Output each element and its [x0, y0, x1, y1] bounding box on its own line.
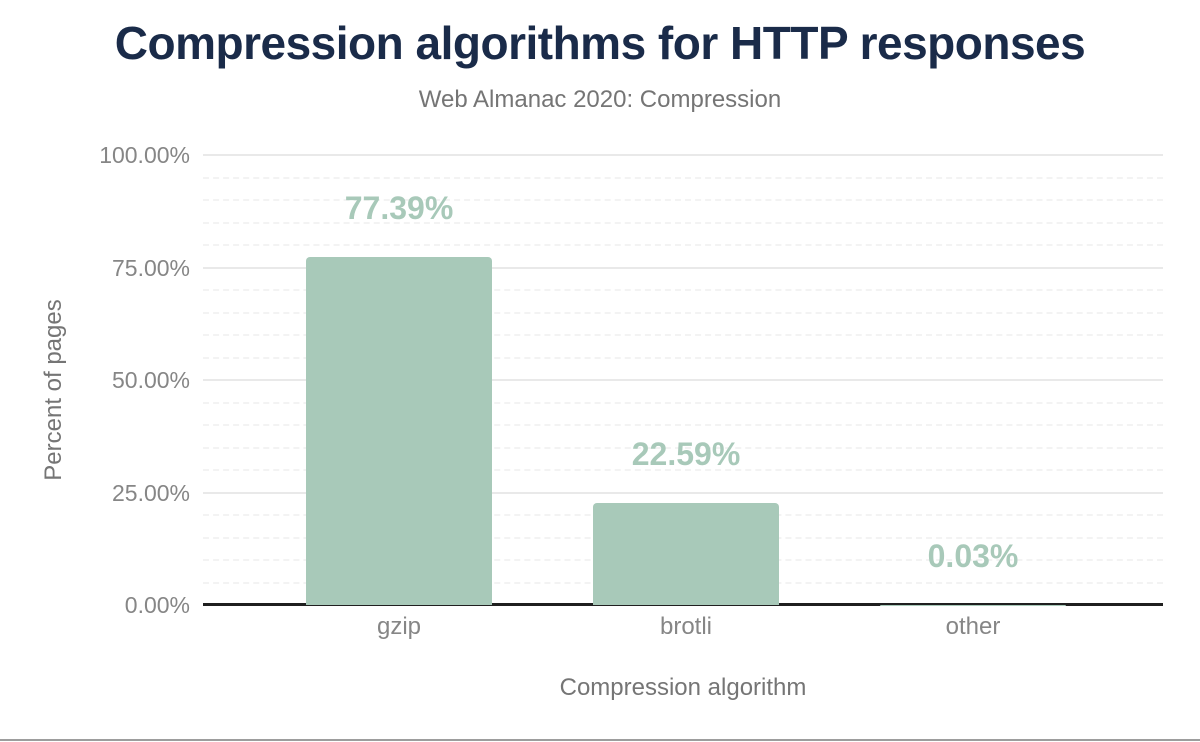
gridline-major [203, 491, 1163, 494]
y-tick-label: 50.00% [111, 367, 190, 393]
x-tick-label: gzip [376, 613, 422, 640]
bar-value-label: 22.59% [631, 436, 741, 473]
gridline-minor [203, 334, 1163, 336]
gridline-minor [203, 446, 1163, 449]
chart-subtitle: Web Almanac 2020: Compression [418, 86, 782, 113]
gridline-minor [203, 401, 1163, 404]
bar-value-label: 77.39% [344, 189, 454, 226]
gridline-minor [203, 289, 1163, 291]
bar-brotli [593, 503, 779, 605]
plot-area: 77.39% 22.59% 0.03% [203, 154, 1163, 606]
gridline-minor [203, 199, 1163, 201]
y-tick-label: 25.00% [111, 479, 190, 506]
y-tick-label: 75.00% [111, 254, 190, 281]
gridline-major [203, 154, 1163, 156]
x-axis-title: Compression algorithm [559, 674, 807, 701]
y-tick-label: 0.00% [124, 592, 190, 618]
gridline-minor [203, 424, 1163, 426]
gridline-minor [203, 311, 1163, 314]
gridline-minor [203, 356, 1163, 359]
x-tick-label: brotli [659, 613, 713, 640]
gridline-minor [203, 176, 1163, 179]
y-tick-label: 100.00% [99, 142, 190, 168]
bar-value-label: 0.03% [927, 537, 1019, 574]
gridline-minor [203, 221, 1163, 224]
gridline-minor [203, 469, 1163, 471]
page-bottom-rule [0, 739, 1200, 741]
gridline-major [203, 266, 1163, 269]
chart-title: Compression algorithms for HTTP response… [114, 17, 1086, 69]
gridline-minor [203, 244, 1163, 246]
gridline-major [203, 379, 1163, 381]
x-tick-label: other [945, 613, 1001, 640]
bar-gzip [306, 256, 492, 605]
